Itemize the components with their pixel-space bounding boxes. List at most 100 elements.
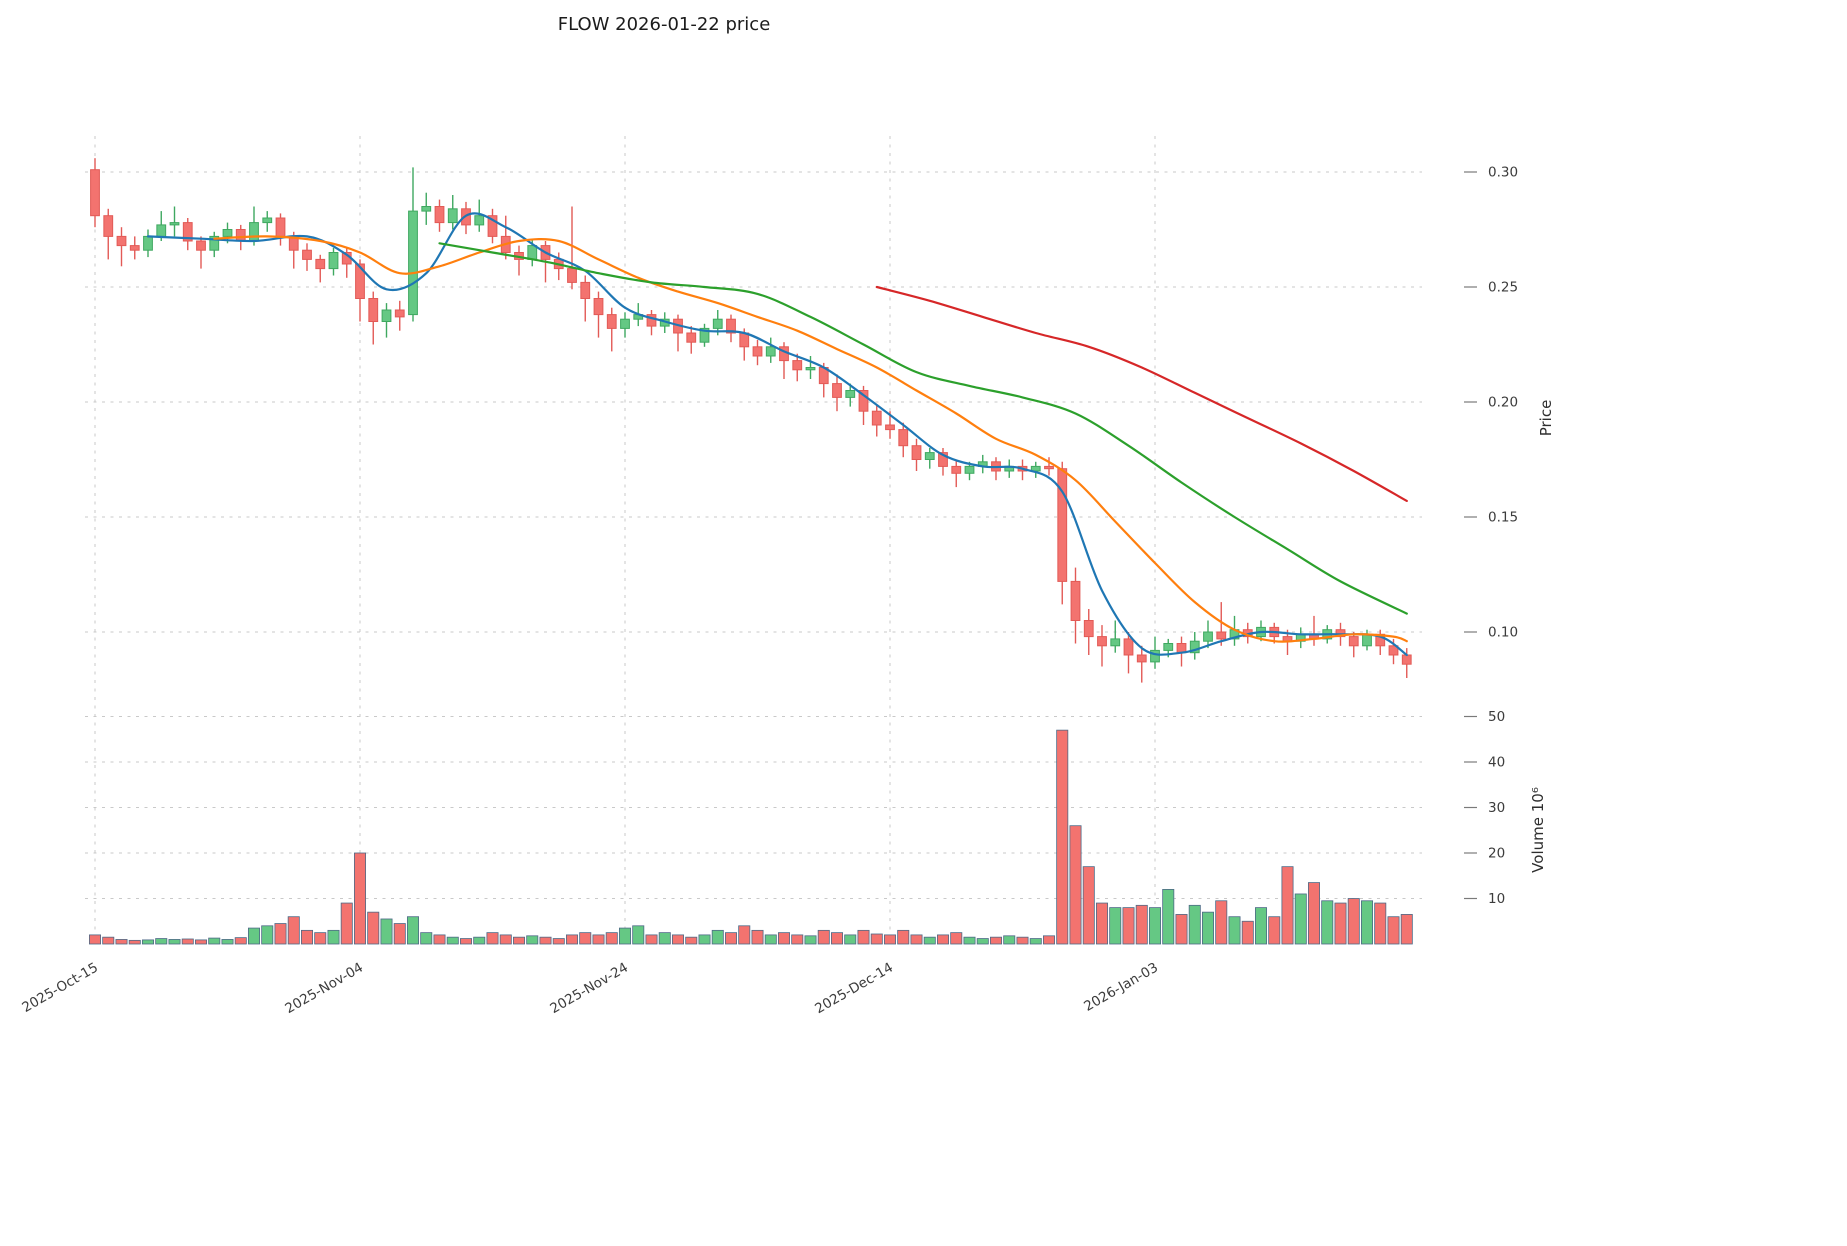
volume-bar xyxy=(1096,902,1109,945)
candle-body xyxy=(1216,631,1227,640)
volume-bar xyxy=(473,936,486,945)
volume-bar xyxy=(804,935,817,945)
volume-bar xyxy=(459,938,472,945)
volume-bar xyxy=(1175,914,1188,945)
volume-bar xyxy=(1162,889,1175,945)
candle-body xyxy=(858,390,869,412)
x-tick-label: 2026-Jan-03 xyxy=(1081,960,1161,1015)
volume-bar xyxy=(910,934,923,945)
volume-bar xyxy=(937,934,950,945)
candle-body xyxy=(1044,465,1054,470)
candle-body xyxy=(1083,620,1094,638)
volume-bar xyxy=(1255,907,1268,945)
volume-bar xyxy=(672,934,685,945)
candle-body xyxy=(646,314,657,327)
volume-bar xyxy=(619,927,632,945)
volume-bar xyxy=(976,938,989,945)
candle-body xyxy=(752,346,763,357)
overlay-lines-layer xyxy=(146,212,1408,657)
candle-body xyxy=(1070,580,1081,622)
volume-bar xyxy=(738,925,751,945)
volume-bar xyxy=(89,934,102,945)
candle-body xyxy=(447,208,458,224)
candle-body xyxy=(315,258,326,270)
candle-body xyxy=(487,215,498,237)
volume-bar xyxy=(1003,935,1016,945)
volume-bar xyxy=(1215,900,1228,945)
volume-bars-layer xyxy=(89,729,1413,945)
volume-tick-label: 50 xyxy=(1488,709,1505,725)
candle-body xyxy=(434,206,445,224)
volume-bar xyxy=(1122,907,1135,945)
chart-title: FLOW 2026-01-22 price xyxy=(558,14,771,35)
volume-bar xyxy=(897,929,910,945)
volume-axis-label: Volume 10⁶ xyxy=(1529,787,1547,873)
candle-body xyxy=(196,240,206,251)
ma-long-line xyxy=(438,242,1408,615)
volume-bar xyxy=(1069,825,1082,945)
volume-bar xyxy=(234,937,247,945)
candle-body xyxy=(169,222,180,226)
candle-body xyxy=(567,268,577,283)
volume-bar xyxy=(128,939,141,945)
volume-bar xyxy=(884,934,897,945)
candle-body xyxy=(209,235,220,251)
candle-body xyxy=(103,215,114,237)
candle-body xyxy=(885,424,895,431)
price-tick-label: 0.10 xyxy=(1488,625,1518,641)
volume-bar xyxy=(261,925,274,945)
volume-bar xyxy=(1294,893,1307,945)
candle-body xyxy=(1401,654,1412,665)
volume-bar xyxy=(1387,916,1400,945)
x-tick-label: 2025-Nov-24 xyxy=(547,960,631,1017)
volume-bar xyxy=(1321,900,1334,945)
volume-bar xyxy=(791,934,804,945)
volume-bar xyxy=(870,933,883,945)
volume-bar xyxy=(844,934,857,945)
price-tick-label: 0.15 xyxy=(1488,510,1518,526)
volume-bar xyxy=(314,932,327,945)
candle-body xyxy=(249,222,259,242)
volume-bar xyxy=(340,902,353,945)
candle-body xyxy=(394,309,405,318)
volume-bar xyxy=(1308,882,1321,945)
volume-bar xyxy=(1268,916,1281,945)
volume-bar xyxy=(552,938,565,945)
volume-bar xyxy=(579,932,592,945)
volume-bar xyxy=(247,927,260,945)
candle-body xyxy=(1150,649,1160,663)
candle-body xyxy=(302,249,312,260)
volume-bar xyxy=(499,934,512,945)
volume-bar xyxy=(1188,904,1201,945)
candle-body xyxy=(832,383,842,398)
candle-body xyxy=(911,445,922,461)
volume-bar xyxy=(194,939,207,945)
volume-bar xyxy=(155,938,168,945)
candle-body xyxy=(1189,640,1200,654)
candle-body xyxy=(1163,643,1174,651)
volume-bar xyxy=(406,916,419,945)
volume-bar xyxy=(513,936,526,945)
volume-bar xyxy=(526,935,539,945)
candle-body xyxy=(1123,638,1134,656)
candle-body xyxy=(593,298,604,316)
volume-bar xyxy=(990,936,1003,945)
volume-bar xyxy=(141,939,154,945)
volume-bar xyxy=(817,929,830,945)
volume-bar xyxy=(1400,914,1413,945)
volume-bar xyxy=(963,936,976,945)
candle-body xyxy=(871,410,882,426)
price-tick-label: 0.25 xyxy=(1488,280,1518,296)
volume-bar xyxy=(1082,866,1095,945)
candle-body xyxy=(686,332,697,343)
volume-bar xyxy=(592,934,605,945)
volume-bar xyxy=(1056,729,1069,945)
volume-bar xyxy=(632,925,645,945)
volume-bar xyxy=(950,932,963,945)
grid-layer xyxy=(85,136,1422,944)
x-tick-label: 2025-Nov-04 xyxy=(282,960,366,1017)
candle-body xyxy=(1136,654,1147,663)
candle-body xyxy=(1203,631,1213,642)
volume-bar xyxy=(1334,902,1347,945)
volume-bar xyxy=(923,936,936,945)
